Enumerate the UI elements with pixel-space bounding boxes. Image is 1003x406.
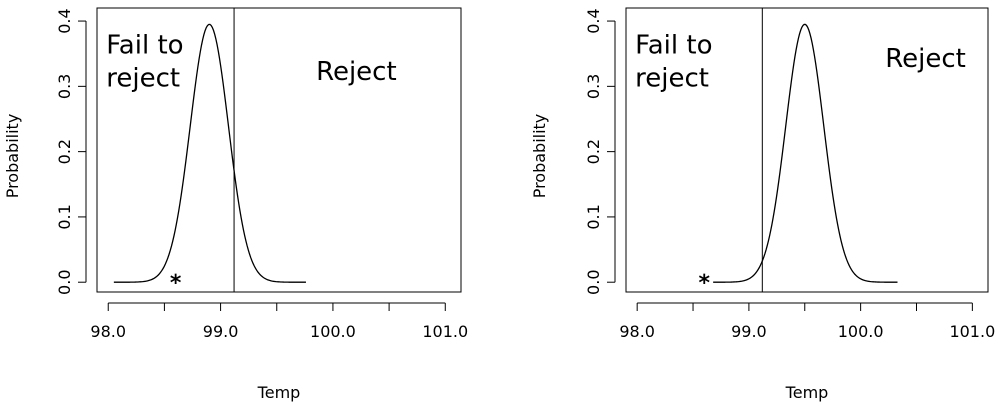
density-curve [113,23,306,283]
panel-2: 98.0 99.0 100.0 101.0 Temp 0.0 0.1 0.2 0.3 0.4 Pro… [530,7,995,402]
y-tick-label: 0.1 [55,204,74,229]
y-axis: 0.0 0.1 0.2 0.3 0.4 Probability [530,8,616,295]
fail-to-reject-label-line1: Fail to [635,31,712,61]
x-tick-label: 99.0 [203,322,239,341]
reject-label: Reject [885,44,966,74]
fail-to-reject-label-line1: Fail to [106,31,183,61]
y-tick-label: 0.0 [584,269,603,294]
x-axis-title: Temp [257,383,301,402]
panel-1: 98.0 99.0 100.0 101.0 Temp 0.0 0.1 0.2 0.3 0.4 Pro… [3,7,468,402]
y-tick-label: 0.4 [584,8,603,33]
observed-marker: * [698,271,710,296]
y-tick-label: 0.3 [584,74,603,99]
plot-frame [625,7,989,293]
density-curve [713,23,898,283]
plot-frame [96,7,462,293]
y-axis: 0.0 0.1 0.2 0.3 0.4 Probability [3,8,87,295]
x-tick-label: 100.0 [838,322,884,341]
observed-marker: * [170,271,182,296]
x-tick-label: 99.0 [731,322,767,341]
y-tick-label: 0.0 [55,269,74,294]
fail-to-reject-label-line2: reject [635,64,709,94]
y-axis-title: Probability [530,114,549,199]
y-tick-label: 0.1 [584,204,603,229]
fail-to-reject-label-line2: reject [106,64,180,94]
x-tick-label: 101.0 [422,322,468,341]
x-axis-title: Temp [785,383,829,402]
y-tick-label: 0.3 [55,74,74,99]
x-tick-label: 100.0 [310,322,356,341]
y-axis-title: Probability [3,114,22,199]
x-axis: 98.0 99.0 100.0 101.0 Temp [619,302,995,402]
reject-label: Reject [316,57,397,87]
y-tick-label: 0.4 [55,8,74,33]
x-tick-label: 101.0 [949,322,995,341]
y-tick-label: 0.2 [55,139,74,164]
x-tick-label: 98.0 [90,322,126,341]
x-tick-label: 98.0 [619,322,655,341]
x-axis: 98.0 99.0 100.0 101.0 Temp [90,302,468,402]
y-tick-label: 0.2 [584,139,603,164]
